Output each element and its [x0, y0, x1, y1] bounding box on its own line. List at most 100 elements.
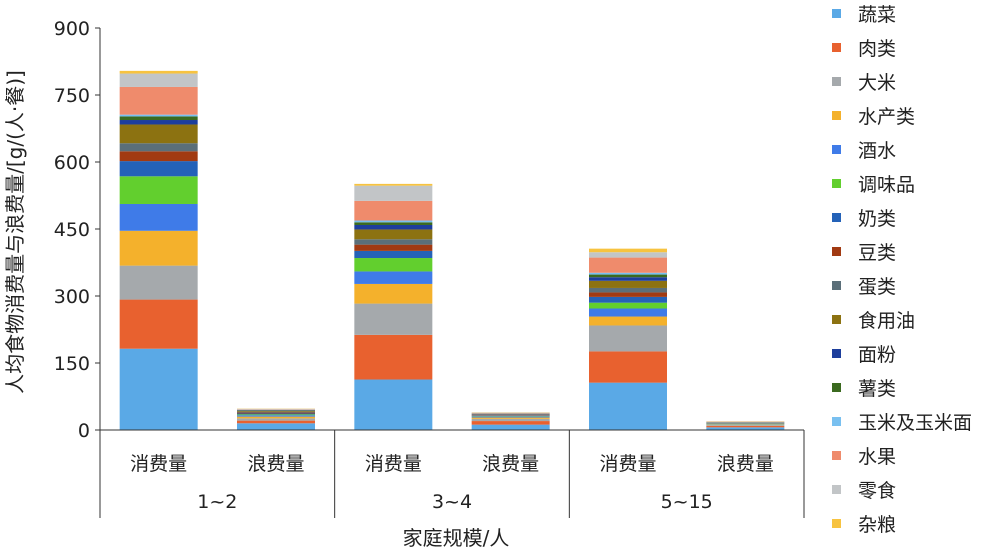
legend-swatch [832, 247, 841, 256]
bar-segment [119, 116, 198, 121]
bar-segment [471, 417, 550, 419]
x-axis: 消费量 浪费量 消费量 浪费量 消费量 浪费量 1~2 3~4 5~15 [99, 429, 805, 518]
bar-segment [589, 308, 667, 317]
bar-segment [354, 303, 433, 335]
y-axis: 0 150 300 450 600 750 900 [54, 18, 101, 442]
bar-segment [119, 73, 198, 87]
legend-swatch [832, 77, 841, 86]
legend-swatch [832, 111, 841, 120]
legend-label: 肉类 [858, 38, 896, 60]
legend-swatch [832, 281, 841, 290]
bar-segment [237, 411, 315, 413]
bar-segment [119, 161, 198, 177]
bar-segment [119, 176, 198, 204]
bar-segment [589, 316, 667, 326]
x-sub-label: 消费量 [130, 453, 187, 475]
legend-label: 蛋类 [858, 276, 896, 298]
legend-swatch [832, 315, 841, 324]
y-tick-label: 300 [54, 286, 90, 308]
bar-segment [706, 425, 785, 426]
legend-label: 水产类 [858, 106, 915, 128]
bar-segment [589, 351, 667, 383]
bar-segment [354, 379, 433, 430]
bar-segment [589, 277, 667, 281]
bar-segment [119, 114, 198, 117]
legend-label: 零食 [858, 480, 896, 502]
x-group-label: 5~15 [661, 491, 713, 513]
legend-label: 酒水 [858, 140, 896, 162]
x-group-label: 1~2 [197, 491, 237, 513]
bar-segment [706, 425, 785, 428]
legend-label: 玉米及玉米面 [858, 412, 972, 434]
x-sub-label: 浪费量 [247, 453, 304, 475]
legend-swatch [832, 179, 841, 188]
bar-segment [354, 258, 433, 272]
bar-segment [237, 415, 315, 417]
legend-swatch [832, 485, 841, 494]
legend-label: 蔬菜 [858, 4, 896, 26]
bar-segment [119, 348, 198, 430]
legend-swatch [832, 43, 841, 52]
bars [119, 70, 785, 430]
legend-swatch [832, 383, 841, 392]
legend-label: 豆类 [858, 242, 896, 264]
legend-swatch [832, 9, 841, 18]
y-tick-label: 450 [54, 219, 90, 241]
bar-segment [237, 418, 315, 421]
bar-segment [119, 124, 198, 144]
bar-segment [471, 421, 550, 425]
bar-segment [119, 86, 198, 115]
bar-segment [589, 257, 667, 273]
y-tick-label: 900 [54, 18, 90, 40]
bar-segment [237, 414, 315, 416]
bar-segment [237, 416, 315, 419]
y-tick-label: 750 [54, 85, 90, 107]
bar-segment [589, 382, 667, 430]
bar-segment [354, 224, 433, 230]
bar-segment [354, 200, 433, 221]
bar-segment [589, 287, 667, 293]
x-sub-label: 浪费量 [717, 453, 774, 475]
bar-segment [354, 244, 433, 251]
bar-segment [237, 413, 315, 415]
legend-label: 调味品 [858, 174, 915, 196]
bar-segment [589, 325, 667, 352]
legend-swatch [832, 213, 841, 222]
bar-segment [471, 416, 550, 418]
bar-segment [119, 203, 198, 231]
bar-segment [119, 70, 198, 74]
x-axis-label: 家庭规模/人 [403, 526, 510, 550]
bar-segment [354, 283, 433, 304]
legend-label: 杂粮 [858, 514, 896, 536]
legend-label: 薯类 [858, 378, 896, 400]
bar-segment [354, 271, 433, 284]
x-sub-label: 浪费量 [482, 453, 539, 475]
legend-label: 食用油 [858, 310, 915, 332]
bar-segment [354, 250, 433, 259]
x-sub-label: 消费量 [599, 453, 656, 475]
bar-segment [589, 296, 667, 303]
y-tick-label: 150 [54, 353, 90, 375]
bar-segment [589, 274, 667, 278]
bar-segment [237, 412, 315, 414]
bar-segment [354, 222, 433, 225]
bar-segment [237, 410, 315, 412]
y-axis-label: 人均食物消费量与浪费量/[g/(人·餐)] [3, 70, 27, 394]
bar-segment [354, 220, 433, 223]
bar-segment [237, 423, 315, 430]
bar-segment [237, 420, 315, 424]
legend-label: 水果 [858, 446, 896, 468]
bar-segment [589, 302, 667, 309]
bar-segment [119, 120, 198, 125]
bar-segment [354, 229, 433, 240]
legend-swatch [832, 519, 841, 528]
bar-segment [354, 239, 433, 245]
bar-segment [706, 427, 785, 430]
legend-swatch [832, 145, 841, 154]
legend-label: 面粉 [858, 344, 896, 366]
bar-segment [354, 183, 433, 186]
bar-segment [119, 299, 198, 349]
x-group-label: 3~4 [432, 491, 472, 513]
